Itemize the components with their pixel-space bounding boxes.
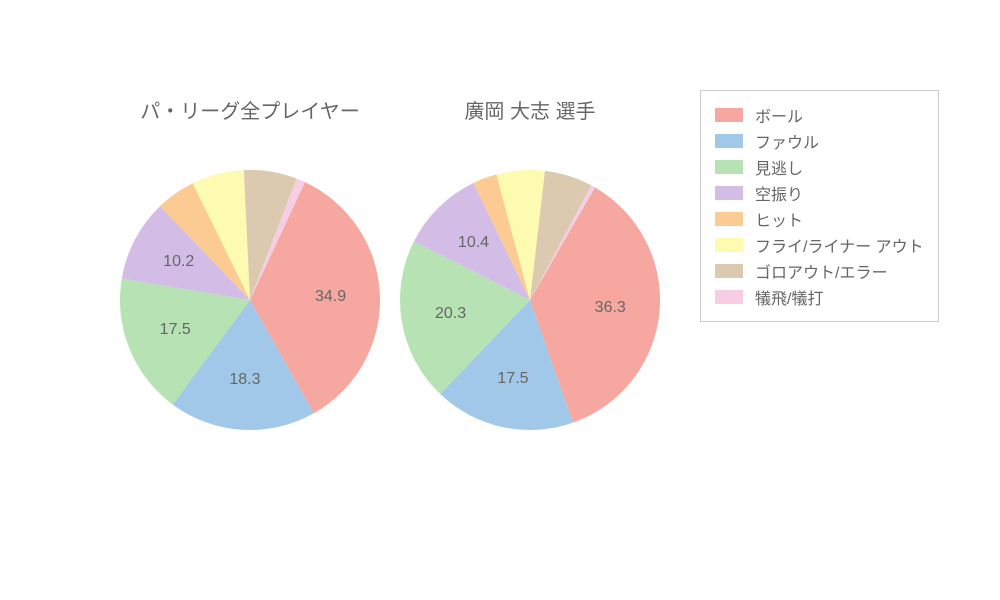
slice-label: 36.3	[595, 299, 626, 317]
legend-item: ボール	[715, 103, 924, 127]
slice-label: 18.3	[229, 371, 260, 389]
chart-stage: パ・リーグ全プレイヤー 34.9 18.3 17.5 10.2 廣岡 大志 選手 36.3 1…	[0, 0, 1000, 600]
chart-title-league: パ・リーグ全プレイヤー	[120, 95, 380, 124]
legend: ボールファウル見逃し空振りヒットフライ/ライナー アウトゴロアウト/エラー犠飛/…	[700, 90, 939, 322]
legend-item: フライ/ライナー アウト	[715, 233, 924, 257]
slice-label: 10.4	[458, 234, 489, 252]
legend-label: 見逃し	[755, 155, 803, 179]
legend-item: 犠飛/犠打	[715, 285, 924, 309]
slice-label: 17.5	[497, 370, 528, 388]
legend-item: ゴロアウト/エラー	[715, 259, 924, 283]
legend-item: ファウル	[715, 129, 924, 153]
legend-swatch	[715, 108, 743, 122]
legend-swatch	[715, 160, 743, 174]
legend-swatch	[715, 264, 743, 278]
legend-label: 犠飛/犠打	[755, 285, 823, 309]
legend-label: 空振り	[755, 181, 803, 205]
slice-label: 34.9	[315, 288, 346, 306]
slice-label: 20.3	[435, 305, 466, 323]
legend-item: 見逃し	[715, 155, 924, 179]
legend-label: ゴロアウト/エラー	[755, 259, 887, 283]
legend-label: フライ/ライナー アウト	[755, 233, 924, 257]
legend-item: 空振り	[715, 181, 924, 205]
slice-label: 10.2	[163, 253, 194, 271]
legend-swatch	[715, 186, 743, 200]
legend-label: ボール	[755, 103, 803, 127]
legend-label: ファウル	[755, 129, 819, 153]
legend-item: ヒット	[715, 207, 924, 231]
legend-swatch	[715, 134, 743, 148]
chart-title-player: 廣岡 大志 選手	[420, 95, 640, 124]
legend-swatch	[715, 290, 743, 304]
slice-label: 17.5	[160, 321, 191, 339]
legend-label: ヒット	[755, 207, 803, 231]
legend-swatch	[715, 238, 743, 252]
legend-swatch	[715, 212, 743, 226]
